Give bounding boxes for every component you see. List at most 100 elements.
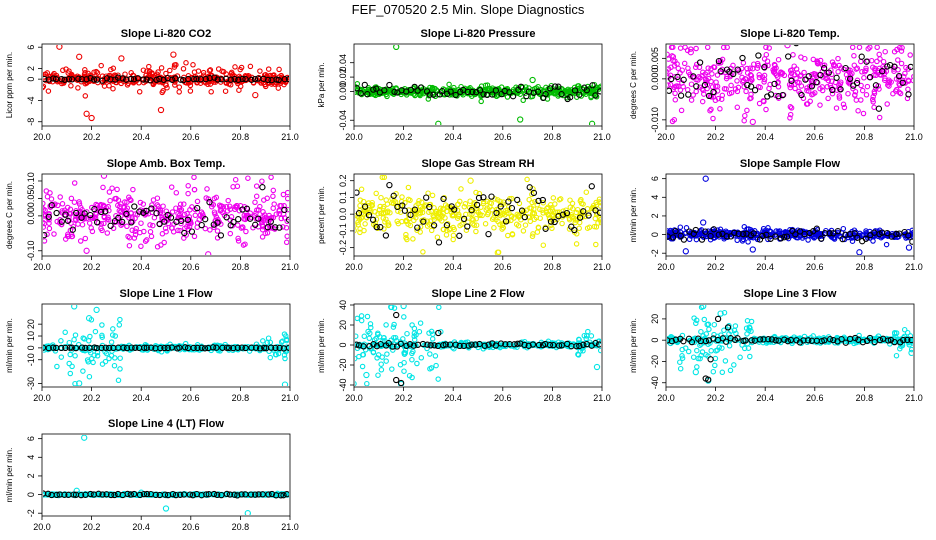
data-point (390, 192, 397, 199)
y-axis-label: Licor ppm per min. (5, 52, 14, 118)
data-point (514, 340, 521, 347)
data-point (817, 102, 823, 108)
x-tick-label: 20.0 (345, 393, 363, 403)
data-point (592, 215, 599, 222)
data-point (805, 73, 812, 80)
data-point (383, 358, 389, 364)
data-point (576, 342, 583, 350)
data-point (126, 242, 133, 249)
data-point (467, 177, 474, 184)
data-point (710, 226, 717, 233)
data-point (275, 85, 282, 91)
x-tick-label: 20.2 (395, 132, 413, 142)
data-point (696, 74, 702, 80)
x-tick-label: 21.0 (905, 132, 923, 142)
data-point (431, 205, 437, 211)
data-point (48, 202, 55, 209)
data-point (591, 223, 598, 230)
data-point (899, 79, 906, 86)
data-point (593, 224, 600, 230)
data-point (270, 187, 277, 194)
data-point (488, 193, 495, 200)
data-point (667, 51, 670, 58)
data-point (775, 56, 782, 63)
data-point (835, 69, 841, 75)
data-point (450, 212, 457, 219)
data-point (44, 231, 50, 238)
data-point (468, 207, 475, 214)
data-point (862, 68, 868, 75)
y-tick-label: -40 (650, 376, 660, 389)
data-point (364, 91, 371, 98)
data-point (748, 337, 755, 344)
data-point (728, 82, 734, 89)
data-point (209, 203, 215, 210)
data-point (683, 225, 690, 231)
data-point (463, 227, 470, 233)
x-tick-label: 20.0 (657, 393, 675, 403)
data-point (393, 311, 400, 319)
data-point (194, 342, 201, 348)
data-point (417, 320, 424, 326)
data-point (393, 376, 400, 384)
data-point (218, 203, 225, 209)
data-point (167, 214, 175, 221)
data-point (127, 75, 135, 83)
data-point (208, 89, 214, 95)
data-point (779, 71, 785, 77)
data-point (81, 210, 88, 217)
plot-frame (41, 43, 291, 127)
data-point (851, 340, 857, 347)
data-point (859, 87, 866, 94)
data-point (43, 75, 48, 83)
data-point (530, 189, 538, 197)
data-point (248, 344, 255, 351)
data-point (582, 88, 589, 95)
data-point (214, 76, 221, 83)
data-point (745, 239, 751, 245)
data-point (410, 236, 416, 242)
data-point (451, 84, 457, 91)
data-point (577, 198, 584, 204)
data-point (180, 66, 187, 72)
data-point (712, 355, 719, 362)
data-point (222, 88, 229, 94)
x-tick-label: 20.2 (707, 132, 725, 142)
data-point (505, 198, 512, 205)
data-point (861, 75, 867, 81)
data-point (107, 222, 114, 229)
data-point (902, 80, 909, 86)
data-point (580, 341, 587, 348)
x-tick-label: 21.0 (593, 262, 611, 272)
data-point (473, 201, 481, 209)
data-point (89, 228, 96, 235)
data-point (688, 97, 695, 103)
x-tick-label: 20.8 (544, 393, 562, 403)
data-point (820, 65, 828, 72)
data-point (745, 345, 752, 351)
data-point (118, 55, 125, 62)
data-point (284, 195, 289, 202)
data-point (713, 83, 719, 90)
x-tick-label: 21.0 (905, 262, 923, 272)
data-point (787, 104, 794, 110)
data-point (677, 232, 684, 239)
data-point (85, 315, 93, 322)
data-point (156, 220, 163, 228)
data-point (464, 88, 472, 96)
data-point (391, 88, 398, 95)
data-point (123, 344, 131, 352)
data-point (131, 203, 138, 210)
data-point (442, 341, 449, 348)
data-point (781, 234, 788, 241)
data-point (45, 344, 52, 352)
data-point (529, 199, 535, 206)
x-tick-label: 20.2 (83, 262, 101, 272)
data-point (763, 45, 769, 51)
data-point (43, 188, 50, 194)
data-point (106, 355, 112, 362)
data-point (833, 105, 840, 111)
data-point (90, 359, 96, 366)
